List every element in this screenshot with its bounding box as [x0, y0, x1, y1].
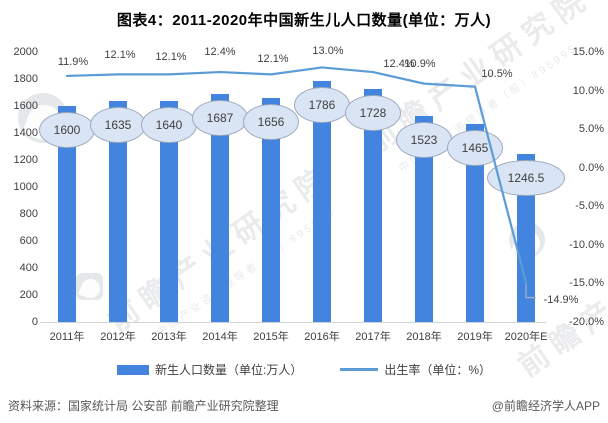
- y-axis-tick-right: -15.0%: [569, 277, 604, 290]
- rate-value-label: 10.5%: [481, 67, 513, 80]
- y-axis-tick-left: 1800: [13, 73, 38, 85]
- y-axis-tick-left: 1000: [13, 181, 38, 193]
- bar-value-label: 1656: [243, 104, 299, 141]
- legend-item: 出生率（单位：%）: [340, 361, 491, 378]
- x-axis-label: 2014年: [202, 331, 238, 343]
- x-axis-label: 2017年: [355, 331, 391, 343]
- bar-value-label: 1523: [396, 122, 452, 159]
- rate-value-label: 13.0%: [312, 45, 344, 58]
- rate-value-label: 11.9%: [57, 55, 89, 68]
- y-axis-tick-right: -5.0%: [575, 200, 604, 213]
- legend-swatch-bar-icon: [116, 364, 149, 375]
- bar-value-label: 1728: [345, 94, 401, 131]
- y-axis-tick-right: -10.0%: [569, 238, 604, 251]
- y-axis-tick-right: 0.0%: [578, 161, 604, 174]
- bar-value-label: 1465: [447, 130, 503, 167]
- rate-value-label: 12.1%: [257, 53, 289, 66]
- x-axis-label: 2015年: [253, 331, 289, 343]
- y-axis-tick-left: 2000: [13, 46, 38, 58]
- x-axis-label: 2019年: [457, 331, 493, 343]
- y-axis-tick-left: 400: [19, 262, 38, 274]
- y-axis-tick-right: 10.0%: [572, 84, 604, 97]
- legend-item: 新生人口数量（单位:万人）: [116, 361, 303, 378]
- legend-swatch-line-icon: [340, 368, 379, 371]
- y-axis-tick-left: 600: [19, 235, 38, 247]
- x-axis-label: 2016年: [304, 331, 340, 343]
- y-axis-tick-left: 800: [19, 208, 38, 220]
- x-axis-label: 2020年E: [504, 331, 548, 343]
- bar-value-label: 1600: [39, 112, 95, 148]
- y-axis-tick-left: 200: [19, 289, 38, 301]
- rate-value-label: 10.9%: [404, 57, 436, 70]
- legend-label: 新生人口数量（单位:万人）: [154, 363, 303, 377]
- y-axis-tick-right: -20.0%: [569, 316, 604, 328]
- bar-value-label: 1246.5: [487, 159, 565, 196]
- bar-value-label: 1786: [294, 86, 350, 123]
- bar-value-label: 1687: [192, 100, 248, 137]
- credit-note: @前瞻经济学人APP: [491, 399, 600, 413]
- y-axis-tick-left: 1200: [13, 154, 38, 166]
- legend: 新生人口数量（单位:万人） 出生率（单位：%）: [0, 361, 608, 378]
- footer: 资料来源：国家统计局 公安部 前瞻产业研究院整理 @前瞻经济学人APP: [0, 397, 608, 414]
- rate-value-label: 12.1%: [104, 49, 136, 62]
- source-note: 资料来源：国家统计局 公安部 前瞻产业研究院整理: [8, 399, 279, 413]
- legend-label: 出生率（单位：%）: [384, 363, 491, 377]
- y-axis-tick-right: 15.0%: [572, 46, 604, 58]
- x-axis-line: [40, 322, 546, 323]
- y-axis-tick-left: 1600: [13, 100, 38, 112]
- x-axis-label: 2012年: [100, 331, 136, 343]
- bar-value-label: 1635: [90, 107, 146, 144]
- rate-value-label: 12.4%: [204, 46, 236, 59]
- y-axis-tick-left: 1400: [13, 127, 38, 139]
- x-axis-label: 2011年: [49, 331, 85, 343]
- rate-value-label: 12.1%: [155, 51, 187, 64]
- x-axis-label: 2013年: [151, 331, 187, 343]
- chart-title: 图表4：2011-2020年中国新生儿人口数量(单位：万人): [116, 12, 492, 29]
- y-axis-tick-left: 0: [31, 316, 38, 328]
- rate-value-label: -14.9%: [543, 293, 579, 306]
- y-axis-tick-right: 5.0%: [578, 123, 604, 136]
- bar-value-label: 1640: [141, 106, 197, 143]
- x-axis-label: 2018年: [406, 331, 442, 343]
